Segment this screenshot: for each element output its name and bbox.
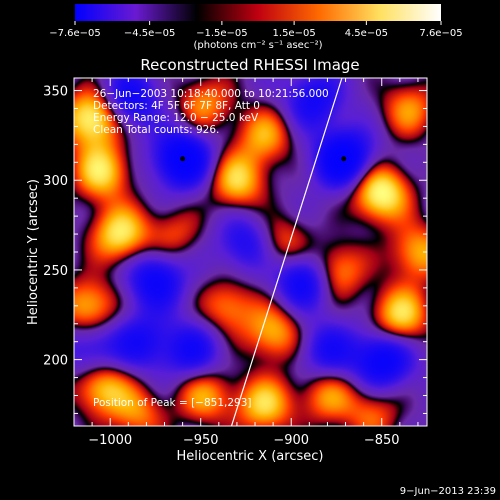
x-tick-label: −850 — [364, 433, 400, 448]
colorbar-tick-label: 1.5e−05 — [273, 28, 316, 39]
colorbar-unit-label: (photons cm⁻² s⁻¹ asec⁻²) — [193, 40, 322, 51]
colorbar-tick-label: 4.5e−05 — [345, 28, 388, 39]
colorbar-tick-label: −4.5e−05 — [124, 28, 176, 39]
annotation-clean-counts: Clean Total counts: 926. — [93, 124, 219, 136]
annotation-block: 26−Jun−2003 10:18:40.000 to 10:21:56.000… — [93, 88, 329, 136]
x-tick-label: −1000 — [88, 433, 132, 448]
y-tick-label: 200 — [43, 354, 68, 369]
annotation-energy-range: Energy Range: 12.0 − 25.0 keV — [93, 112, 259, 124]
colorbar-tick-label: −1.5e−05 — [196, 28, 248, 39]
peak-position-label: Position of Peak = [−851,293] — [93, 397, 252, 409]
render-timestamp: 9−Jun−2013 23:39 — [400, 486, 496, 497]
y-tick-label: 300 — [43, 174, 68, 189]
y-axis-label: Heliocentric Y (arcsec) — [26, 179, 41, 325]
solar-limb-line — [230, 78, 343, 426]
colorbar-tick-label: 7.6e−05 — [419, 28, 462, 39]
chart-title: Reconstructed RHESSI Image — [140, 56, 359, 74]
x-tick-label: −900 — [273, 433, 309, 448]
colorbar — [75, 4, 441, 21]
peak-markers — [180, 156, 347, 162]
annotation-detectors: Detectors: 4F 5F 6F 7F 8F, Att 0 — [93, 100, 260, 112]
axis-ticks: −1000 −950 −900 −850 200 250 300 350 — [43, 78, 427, 448]
x-axis-label: Heliocentric X (arcsec) — [177, 449, 324, 464]
marker-dot — [341, 156, 347, 162]
y-tick-label: 350 — [43, 85, 68, 100]
marker-dot — [180, 156, 186, 162]
annotation-time-range: 26−Jun−2003 10:18:40.000 to 10:21:56.000 — [93, 88, 329, 100]
colorbar-ticks: −7.6e−05 −4.5e−05 −1.5e−05 1.5e−05 4.5e−05 7.… — [49, 21, 463, 39]
x-tick-label: −950 — [183, 433, 219, 448]
colorbar-tick-label: −7.6e−05 — [49, 28, 101, 39]
y-tick-label: 250 — [43, 264, 68, 279]
